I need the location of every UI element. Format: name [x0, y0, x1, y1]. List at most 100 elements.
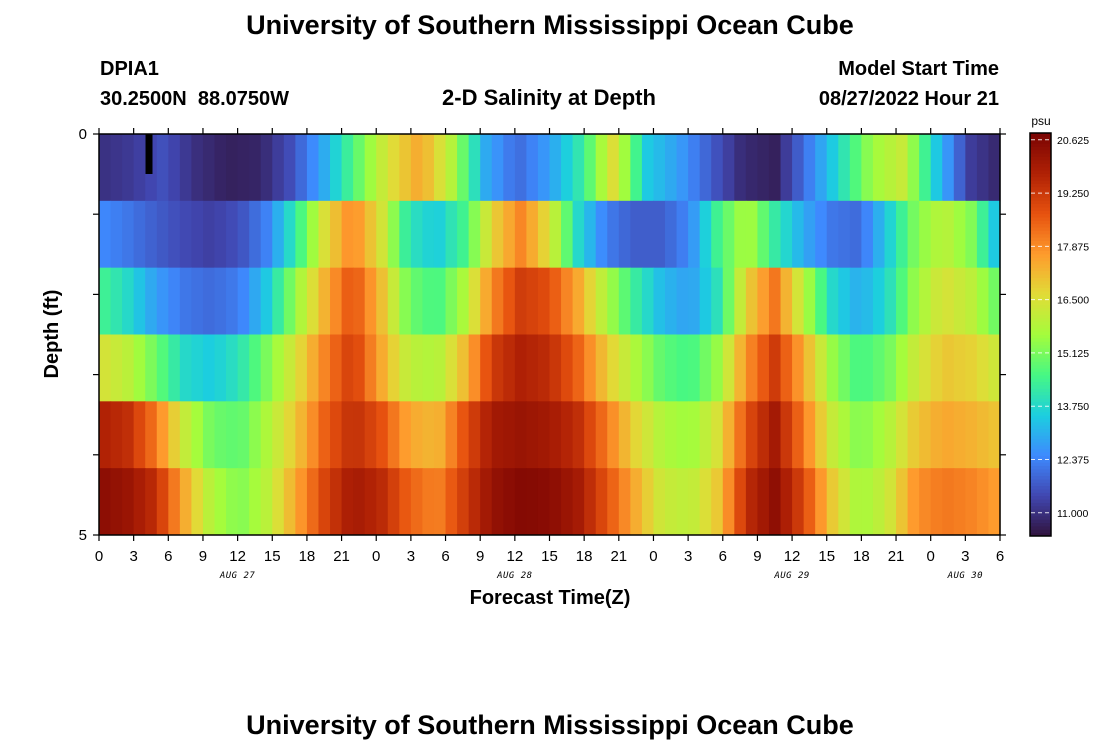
heatmap-cell — [272, 401, 285, 469]
colorbar-segment — [1030, 287, 1051, 292]
colorbar-segment — [1030, 354, 1051, 359]
heatmap-cell — [872, 267, 886, 335]
heatmap-cell — [341, 468, 354, 536]
heatmap-cell — [179, 468, 193, 536]
heatmap-cell — [295, 200, 308, 269]
heatmap-cell — [896, 267, 909, 335]
y-axis-title: Depth (ft) — [41, 290, 63, 379]
heatmap-cell — [422, 401, 435, 469]
colorbar-segment — [1030, 368, 1051, 372]
heatmap-cell — [653, 200, 666, 269]
heatmap-cell — [237, 200, 250, 269]
colorbar-segment — [1030, 462, 1051, 466]
colorbar-segment — [1030, 327, 1051, 332]
heatmap-cell — [734, 267, 747, 335]
heatmap-cell — [191, 334, 204, 402]
heatmap-cell — [572, 334, 585, 402]
heatmap-cell — [884, 267, 897, 335]
heatmap-cell — [202, 200, 216, 269]
heatmap-cell — [768, 468, 782, 536]
heatmap-cell — [433, 468, 447, 536]
heatmap-cell — [145, 334, 158, 402]
heatmap-cell — [745, 267, 759, 335]
heatmap-cell — [491, 134, 504, 202]
x-tick-label: 18 — [299, 548, 316, 565]
heatmap-cell — [549, 200, 562, 269]
heatmap-cell — [665, 468, 678, 536]
heatmap-cell — [376, 134, 389, 202]
heatmap-cell — [480, 401, 493, 469]
heatmap-cell — [306, 200, 320, 269]
heatmap-cell — [249, 200, 262, 269]
heatmap-cell — [237, 401, 250, 469]
x-tick-label: 0 — [649, 548, 657, 565]
colorbar-segment — [1030, 478, 1051, 483]
colorbar-segment — [1030, 408, 1051, 413]
heatmap-cell — [202, 401, 216, 469]
heatmap-cell — [838, 200, 851, 269]
heatmap-cell — [295, 134, 308, 202]
x-tick-label: 9 — [476, 548, 484, 565]
heatmap-cell — [503, 468, 516, 536]
colorbar-segment — [1030, 253, 1051, 258]
heatmap-cell — [745, 200, 759, 269]
heatmap-cell — [514, 468, 527, 536]
colorbar-segment — [1030, 307, 1051, 312]
heatmap-cell — [780, 401, 793, 469]
heatmap-cell — [930, 334, 943, 402]
heatmap-cell — [168, 401, 181, 469]
colorbar-segment — [1030, 371, 1051, 376]
heatmap-cell — [514, 401, 527, 469]
heatmap-cell — [595, 267, 608, 335]
heatmap-cell — [480, 267, 493, 335]
heatmap-cell — [630, 468, 643, 536]
heatmap-cell — [699, 401, 712, 469]
heatmap-cell — [561, 200, 574, 269]
colorbar-segment — [1030, 428, 1051, 433]
colorbar-segment — [1030, 334, 1051, 339]
colorbar-segment — [1030, 495, 1051, 500]
heatmap-cell — [884, 200, 897, 269]
colorbar-segment — [1030, 522, 1051, 527]
heatmap-cell — [965, 267, 978, 335]
colorbar-segment — [1030, 502, 1051, 507]
colorbar-segment — [1030, 341, 1051, 346]
heatmap-cell — [942, 401, 955, 469]
heatmap-cell — [572, 401, 585, 469]
heatmap-cell — [792, 401, 805, 469]
heatmap-cell — [503, 334, 516, 402]
heatmap-cell — [907, 267, 920, 335]
heatmap-cell — [537, 401, 551, 469]
heatmap-cell — [145, 200, 158, 269]
heatmap-cell — [965, 468, 978, 536]
colorbar-segment — [1030, 455, 1051, 460]
heatmap-cell — [607, 401, 620, 469]
colorbar-segment — [1030, 488, 1051, 493]
heatmap-cell — [110, 267, 123, 335]
heatmap-cell — [480, 200, 493, 269]
heatmap-cell — [480, 468, 493, 536]
heatmap-cell — [745, 134, 759, 202]
heatmap-cell — [145, 401, 158, 469]
heatmap-cell — [676, 468, 689, 536]
heatmap-cell — [849, 468, 862, 536]
heatmap-cell — [179, 134, 193, 202]
heatmap-cell — [145, 468, 158, 536]
heatmap-cell — [792, 200, 805, 269]
colorbar-segment — [1030, 499, 1051, 503]
heatmap-cell — [757, 334, 770, 402]
heatmap-cell — [861, 468, 874, 536]
heatmap-cell — [526, 401, 539, 469]
colorbar-segment — [1030, 398, 1051, 403]
heatmap-cell — [306, 134, 320, 202]
x-tick-label: 6 — [441, 548, 449, 565]
heatmap-cell — [919, 134, 932, 202]
heatmap-cell — [110, 134, 123, 202]
heatmap-cell — [665, 200, 678, 269]
colorbar-segment — [1030, 263, 1051, 268]
heatmap-cell — [838, 468, 851, 536]
heatmap-cell — [688, 200, 701, 269]
heatmap-cell — [537, 200, 551, 269]
colorbar-segment — [1030, 438, 1051, 443]
heatmap-cell — [422, 267, 435, 335]
